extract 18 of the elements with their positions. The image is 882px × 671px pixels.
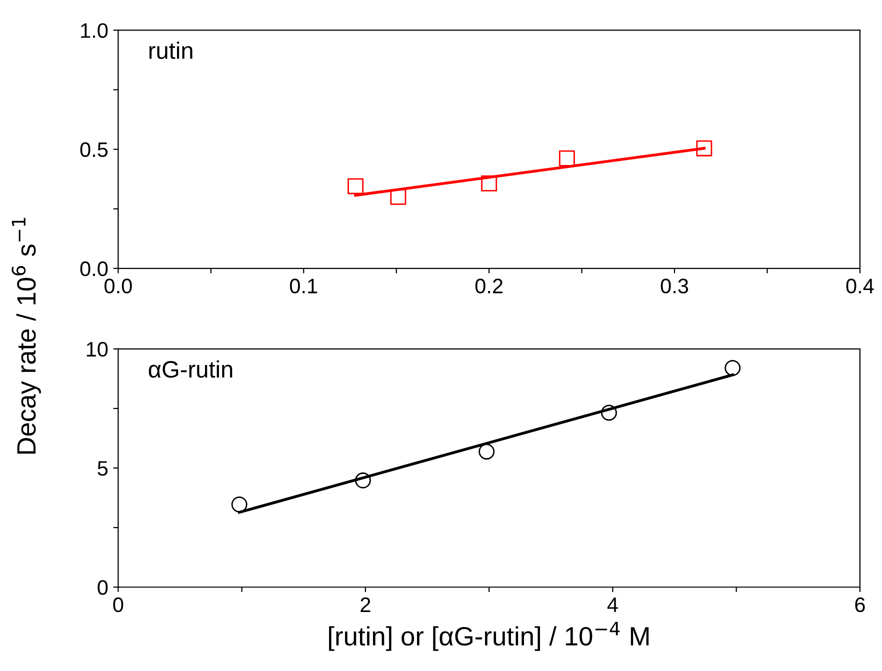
annotation: αG-rutin [148, 360, 232, 378]
annotation: rutin [149, 42, 192, 60]
y-tick-label: 0.5 [80, 142, 108, 158]
y-tick-label: 0 [98, 580, 108, 595]
y-tick-label: 5 [98, 461, 108, 476]
x-tick-label: 0 [113, 597, 124, 612]
y-axis-title: Decay rate / 10$^{6}$ s$^{−1}$ [12, 218, 41, 454]
y-tick-label: 0.0 [80, 261, 108, 276]
x-tick-label: 6 [855, 597, 865, 612]
y-tick-label: 10 [86, 342, 108, 357]
x-tick-label: 4 [607, 598, 618, 612]
x-tick-label: 2 [360, 597, 370, 612]
x-tick-label: 0.4 [846, 278, 874, 294]
y-tick-label: 1.0 [81, 23, 108, 38]
x-tick-label: 0.2 [475, 278, 503, 294]
x-tick-label: 0.3 [660, 278, 688, 294]
x-axis-title: [rutin] or [αG-rutin] / 10$^{−4}$ M [329, 622, 649, 651]
x-tick-label: 0.1 [290, 278, 318, 294]
